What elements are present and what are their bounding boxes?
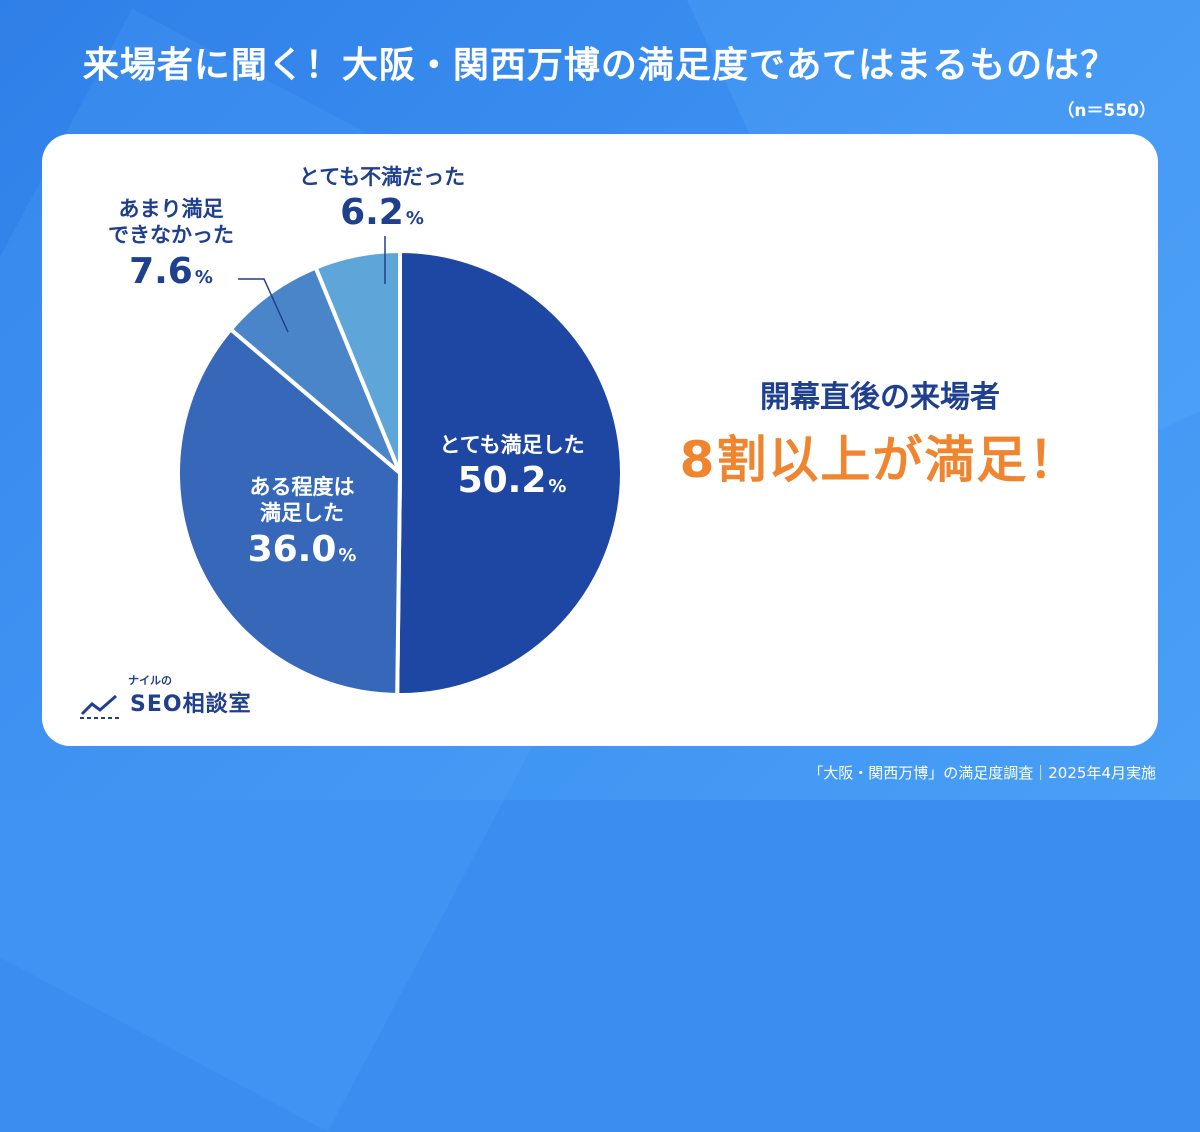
logo-tagline: ナイルの: [128, 674, 172, 687]
slice-name: 満足した: [260, 501, 344, 526]
slice-label-very-satisfied: とても満足した 50.2%: [372, 432, 652, 503]
percent-unit: %: [548, 476, 567, 498]
percent-unit: %: [338, 544, 357, 566]
pie-slice-not-very-satisfied: [228, 265, 402, 475]
slice-label-not-very-satisfied: あまり満足 できなかった 7.6%: [56, 196, 286, 294]
slice-percent: 36.0: [247, 528, 337, 570]
slice-name: とても不満だった: [298, 165, 466, 189]
slice-name: ある程度は: [249, 475, 355, 499]
pie-slice-very-satisfied: [395, 249, 624, 697]
chart-title: 来場者に聞く！大阪・関西万博の満足度であてはまるものは？: [82, 45, 1118, 86]
slice-percent: 6.2: [340, 192, 404, 234]
source-note: 「大阪・関西万博」の満足度調査｜2025年4月実施: [808, 764, 1156, 782]
callout-headline: 8割以上が満足！: [679, 431, 1081, 489]
slice-label-somewhat-satisfied: ある程度は 満足した 36.0%: [182, 474, 422, 572]
percent-unit: %: [405, 208, 424, 230]
logo-name: SEO相談室: [130, 692, 252, 717]
callout-subtitle: 開幕直後の来場者: [760, 380, 1000, 415]
slice-percent: 50.2: [457, 460, 547, 502]
slice-name: できなかった: [108, 223, 234, 248]
chart-card: とても満足した 50.2% ある程度は 満足した 36.0% あまり満足 できな…: [42, 134, 1158, 746]
trend-chart-icon: [80, 694, 120, 719]
sample-size: （n＝550）: [1057, 101, 1156, 121]
slice-percent: 7.6: [129, 250, 193, 292]
pie-chart: [176, 236, 624, 697]
leader-line-not-very-satisfied: [238, 278, 289, 333]
pie-slice-very-dissatisfied: [313, 249, 402, 475]
slice-name: とても満足した: [439, 433, 585, 457]
slice-label-very-dissatisfied: とても不満だった 6.2%: [252, 164, 512, 235]
slice-name: あまり満足: [118, 197, 224, 221]
percent-unit: %: [194, 266, 213, 288]
pie-slice-somewhat-satisfied: [176, 327, 402, 697]
